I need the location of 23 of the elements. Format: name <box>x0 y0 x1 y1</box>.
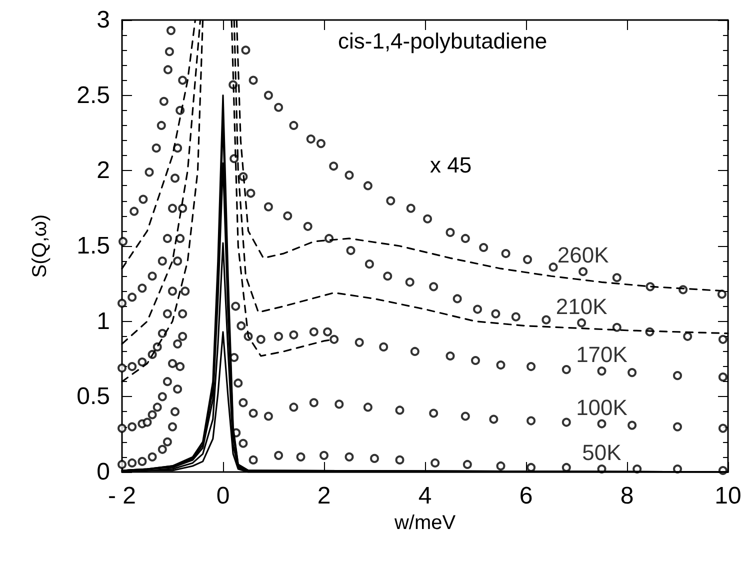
series-label: 100K <box>576 394 628 420</box>
x-tick-label: 6 <box>519 482 533 510</box>
x-tick-label: 4 <box>418 482 432 510</box>
y-tick-label: 0 <box>96 458 110 486</box>
x-tick-label: 2 <box>317 482 331 510</box>
y-tick-label: 0.5 <box>76 383 110 410</box>
y-tick-label: 3 <box>96 6 110 34</box>
series-label: 260K <box>557 242 610 268</box>
series-label: 50K <box>582 440 622 465</box>
series-label: 170K <box>576 342 628 368</box>
x-tick-label: 10 <box>714 482 742 510</box>
y-axis-title: S(Q,ω) <box>29 214 51 278</box>
x-tick-label: - 2 <box>108 482 136 510</box>
y-tick-label: 2 <box>96 157 110 184</box>
x-tick-label: 0 <box>216 482 230 510</box>
x-axis-title: w/meV <box>393 512 456 534</box>
x-tick-label: 8 <box>620 482 634 510</box>
y-tick-label: 1 <box>96 308 110 335</box>
series-label: 210K <box>556 294 608 319</box>
y-tick-label: 1.5 <box>76 232 110 260</box>
y-tick-label: 2.5 <box>76 82 110 109</box>
annotation: cis-1,4-polybutadiene <box>338 28 548 54</box>
annotation: x 45 <box>430 152 472 178</box>
